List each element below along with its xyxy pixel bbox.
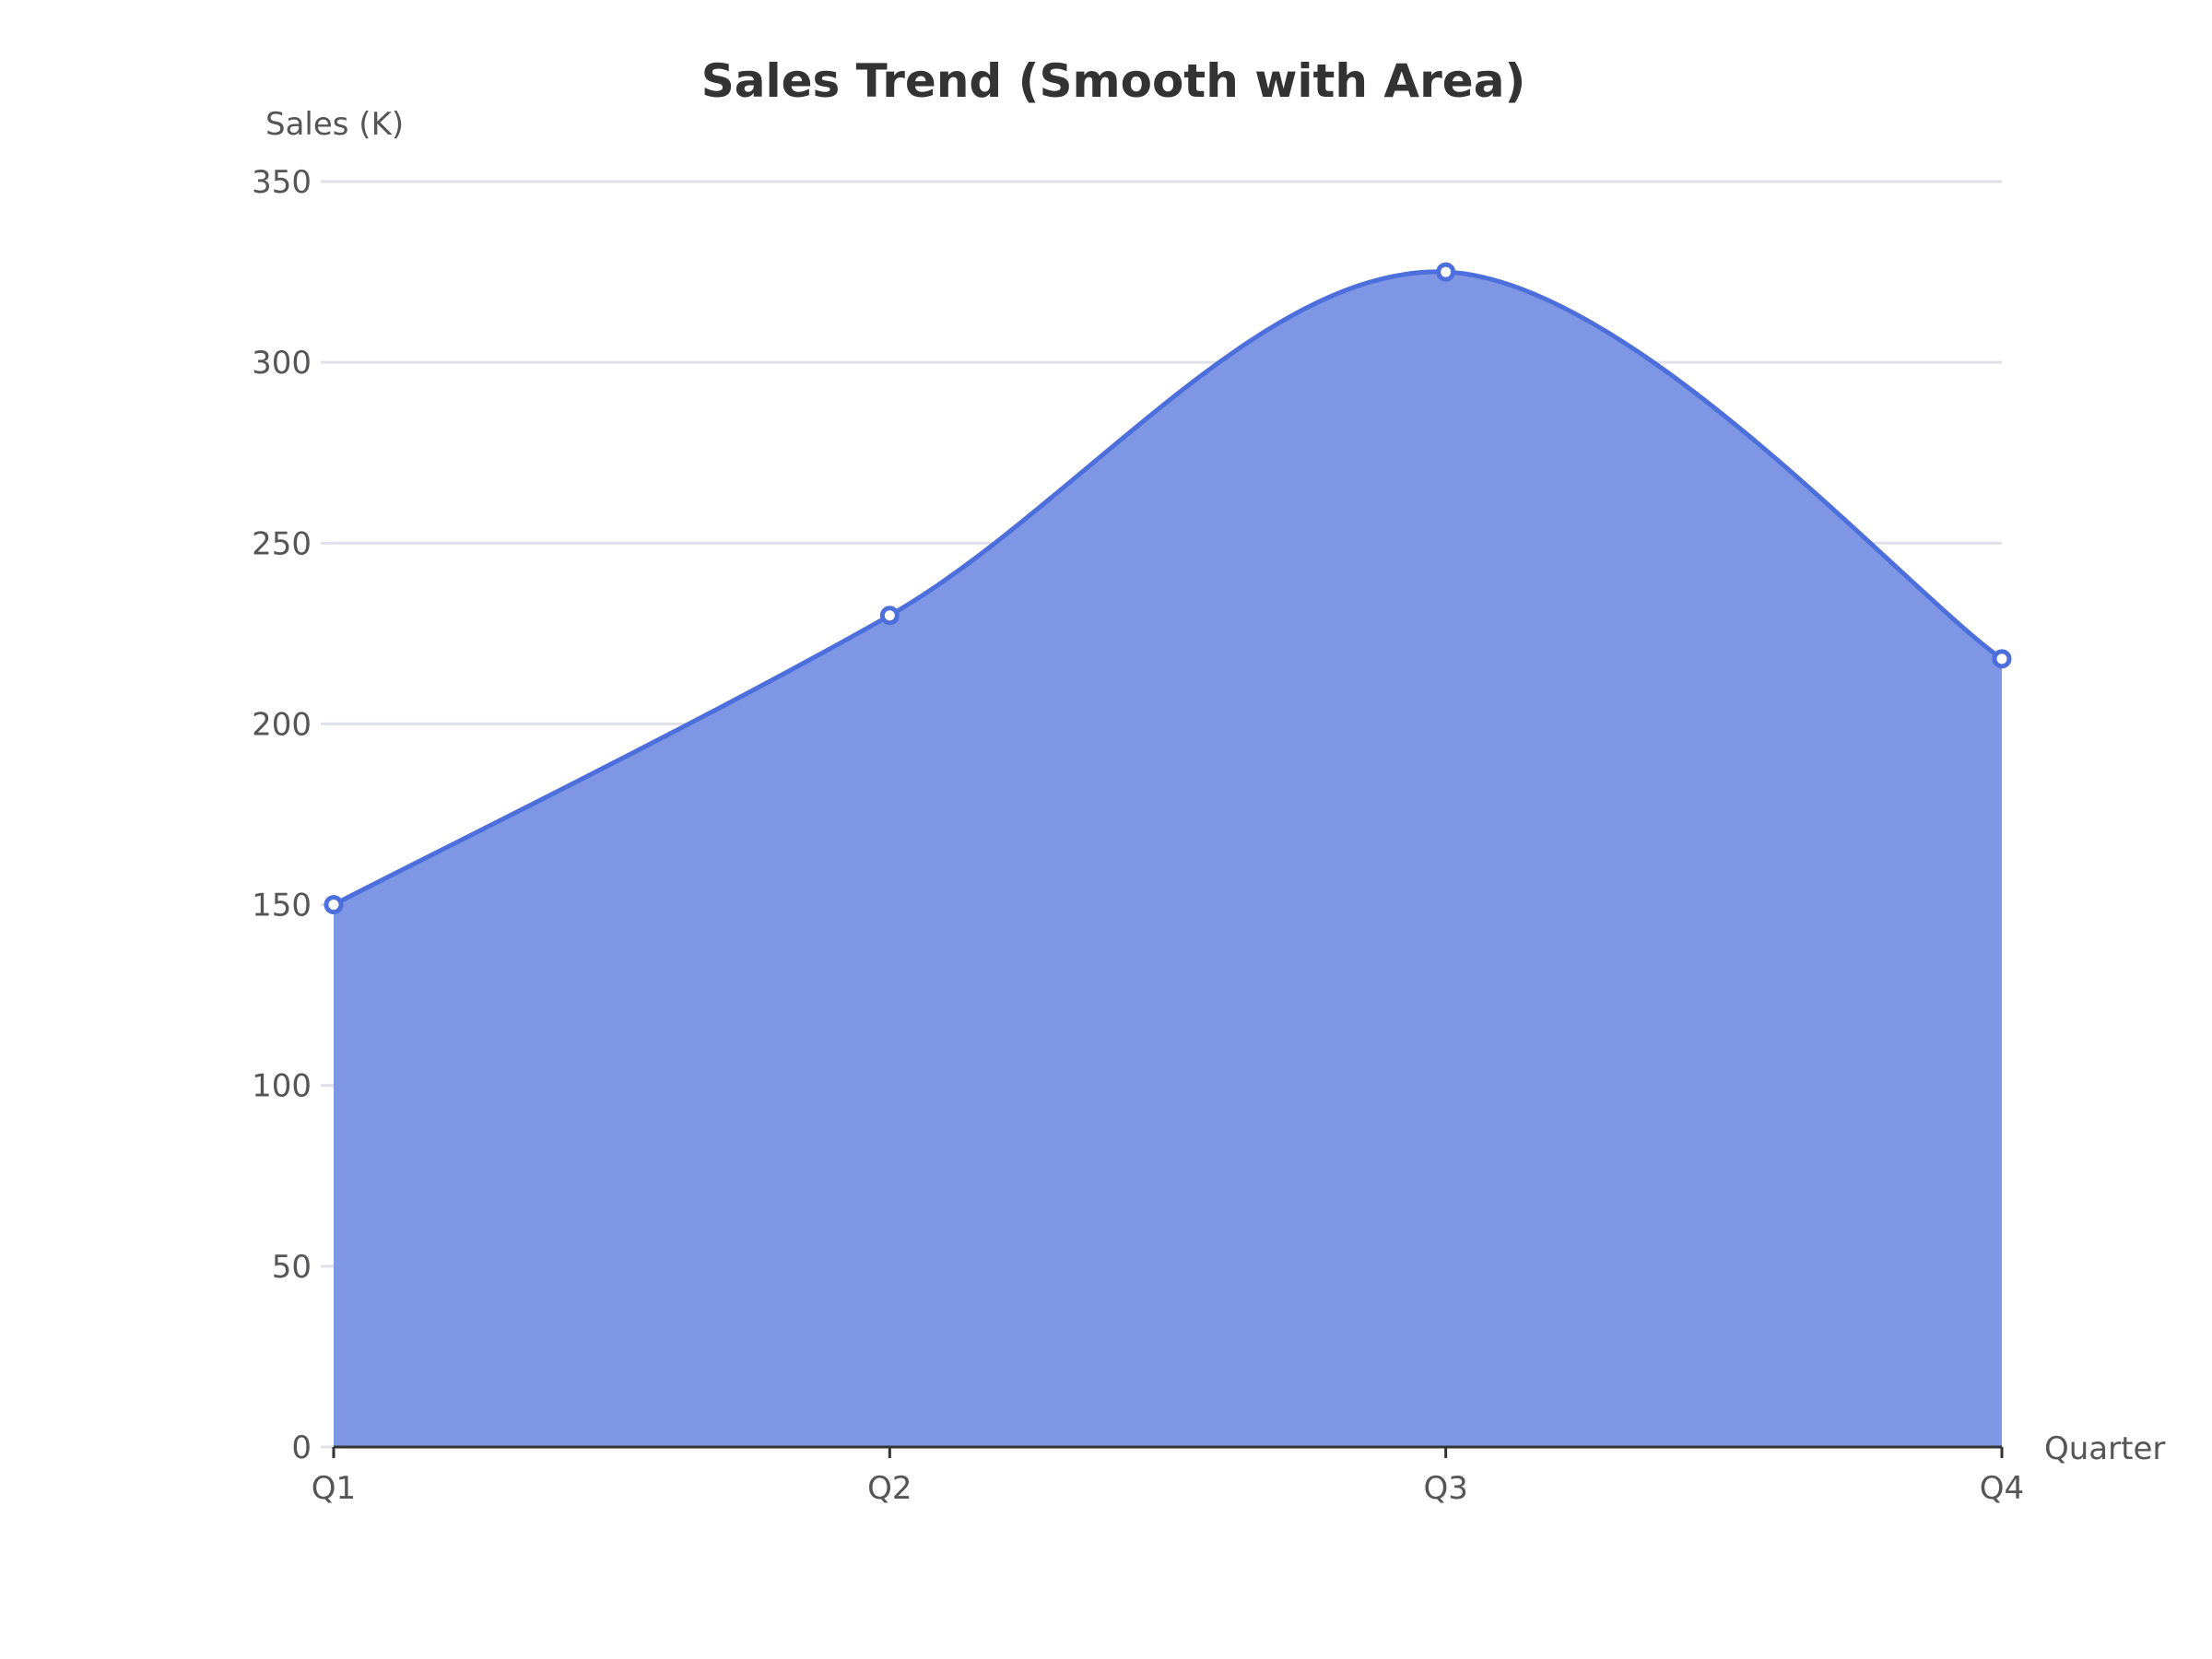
y-tick-label: 250 [252,525,312,562]
y-tick-label: 50 [272,1249,312,1286]
y-tick-label: 200 [252,706,312,743]
area-fill [334,271,2002,1447]
data-points [324,262,2012,915]
y-tick-label: 150 [252,888,312,924]
x-tick-label: Q2 [867,1470,912,1507]
y-tick-label: 300 [252,345,312,382]
tick-labels: 0 50 100 150 200 250 300 350 Q1 Q2 Q3 Q4 [252,164,2024,1507]
x-tick-label: Q4 [1980,1470,2024,1507]
data-point [879,606,900,626]
y-tick-label: 350 [252,164,312,201]
chart-title: Sales Trend (Smooth with Area) [701,54,1526,108]
y-tick-label: 100 [252,1068,312,1105]
y-axis-label: Sales (K) [265,106,404,143]
x-axis [332,1445,2004,1458]
area-series [332,269,2004,1447]
data-point [1436,262,1456,282]
data-point [1992,649,2012,669]
y-tick-label: 0 [291,1430,312,1466]
series-line [332,269,2004,907]
data-point [324,895,344,915]
x-tick-label: Q3 [1423,1470,1467,1507]
x-axis-label: Quarter [2044,1430,2165,1467]
x-tick-label: Q1 [312,1470,356,1507]
